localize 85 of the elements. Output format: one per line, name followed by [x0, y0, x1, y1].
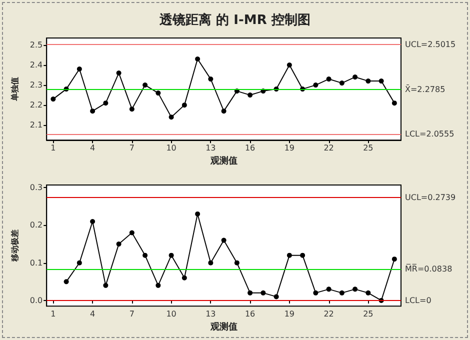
x-tick-label: 10: [166, 144, 176, 153]
point: [378, 78, 384, 84]
point: [286, 252, 292, 258]
point: [274, 294, 279, 300]
point: [182, 275, 187, 280]
ref-line-label: UCL=2.5015: [405, 40, 456, 50]
x-tick-label: 4: [90, 310, 96, 319]
point: [64, 279, 69, 284]
point: [90, 218, 96, 224]
x-axis-title: 观测值: [209, 322, 238, 332]
point: [248, 92, 253, 98]
point: [168, 252, 174, 258]
point: [182, 102, 187, 108]
point: [195, 211, 200, 216]
x-tick-label: 4: [90, 144, 96, 153]
point: [208, 76, 214, 82]
point: [313, 290, 318, 296]
point: [366, 78, 371, 84]
y-tick-label: 2.3: [30, 80, 43, 90]
point: [103, 282, 108, 288]
point: [50, 96, 56, 102]
ref-line-label: LCL=2.0555: [405, 129, 454, 138]
point: [339, 80, 344, 86]
ref-line-label: UCL=0.2739: [405, 192, 456, 202]
point: [76, 66, 82, 72]
x-tick-label: 16: [244, 310, 256, 319]
y-axis-title: 单独值: [10, 77, 20, 102]
point: [260, 290, 266, 296]
y-tick-label: 0.2: [30, 220, 43, 230]
point: [392, 100, 397, 106]
point: [142, 252, 148, 258]
point: [352, 74, 358, 80]
ref-line-label: X̄=2.2785: [405, 84, 446, 94]
point: [129, 106, 134, 112]
x-tick-label: 1: [50, 310, 56, 319]
x-tick-label: 16: [244, 144, 256, 153]
point: [366, 290, 371, 296]
x-axis-title: 观测值: [209, 156, 238, 166]
point: [90, 108, 96, 114]
point: [156, 90, 161, 96]
x-tick-label: 7: [129, 310, 134, 319]
point: [103, 100, 108, 106]
point: [168, 114, 174, 120]
x-tick-label: 13: [206, 144, 216, 153]
x-tick-label: 22: [324, 144, 334, 153]
point: [142, 82, 148, 88]
y-tick-label: 0.0: [30, 296, 43, 305]
x-tick-label: 7: [129, 144, 134, 153]
point: [326, 76, 332, 82]
point: [129, 230, 134, 236]
point: [300, 252, 306, 258]
y-tick-label: 2.5: [30, 40, 43, 50]
y-tick-label: 0.1: [30, 258, 43, 268]
point: [313, 82, 318, 88]
point: [116, 242, 122, 247]
x-tick-label: 25: [363, 144, 374, 153]
point: [195, 56, 200, 62]
x-tick-label: 19: [284, 144, 295, 153]
y-tick-label: 2.2: [30, 100, 43, 110]
point: [116, 70, 122, 76]
y-axis-title: 移动极差: [10, 230, 20, 263]
point: [326, 286, 332, 292]
point: [392, 256, 397, 262]
x-tick-label: 13: [206, 310, 216, 319]
point: [234, 260, 240, 266]
y-tick-label: 2.1: [30, 120, 43, 130]
point: [221, 108, 226, 114]
ref-line-label: M̅R̅=0.0838: [405, 262, 452, 274]
x-tick-label: 10: [166, 310, 176, 319]
y-tick-label: 0.3: [30, 183, 43, 192]
point: [76, 260, 82, 266]
x-tick-label: 22: [324, 310, 334, 319]
ref-line-label: LCL=0: [405, 296, 432, 305]
point: [286, 62, 292, 68]
point: [352, 286, 358, 292]
point: [339, 290, 344, 296]
point: [208, 260, 214, 266]
x-tick-label: 25: [363, 310, 374, 319]
point: [156, 282, 161, 288]
point: [221, 238, 226, 243]
point: [248, 290, 253, 296]
x-tick-label: 19: [284, 310, 295, 319]
chart-title: 透镜距离 的 I-MR 控制图: [158, 12, 310, 28]
y-tick-label: 2.4: [30, 60, 43, 70]
x-tick-label: 1: [50, 144, 56, 153]
